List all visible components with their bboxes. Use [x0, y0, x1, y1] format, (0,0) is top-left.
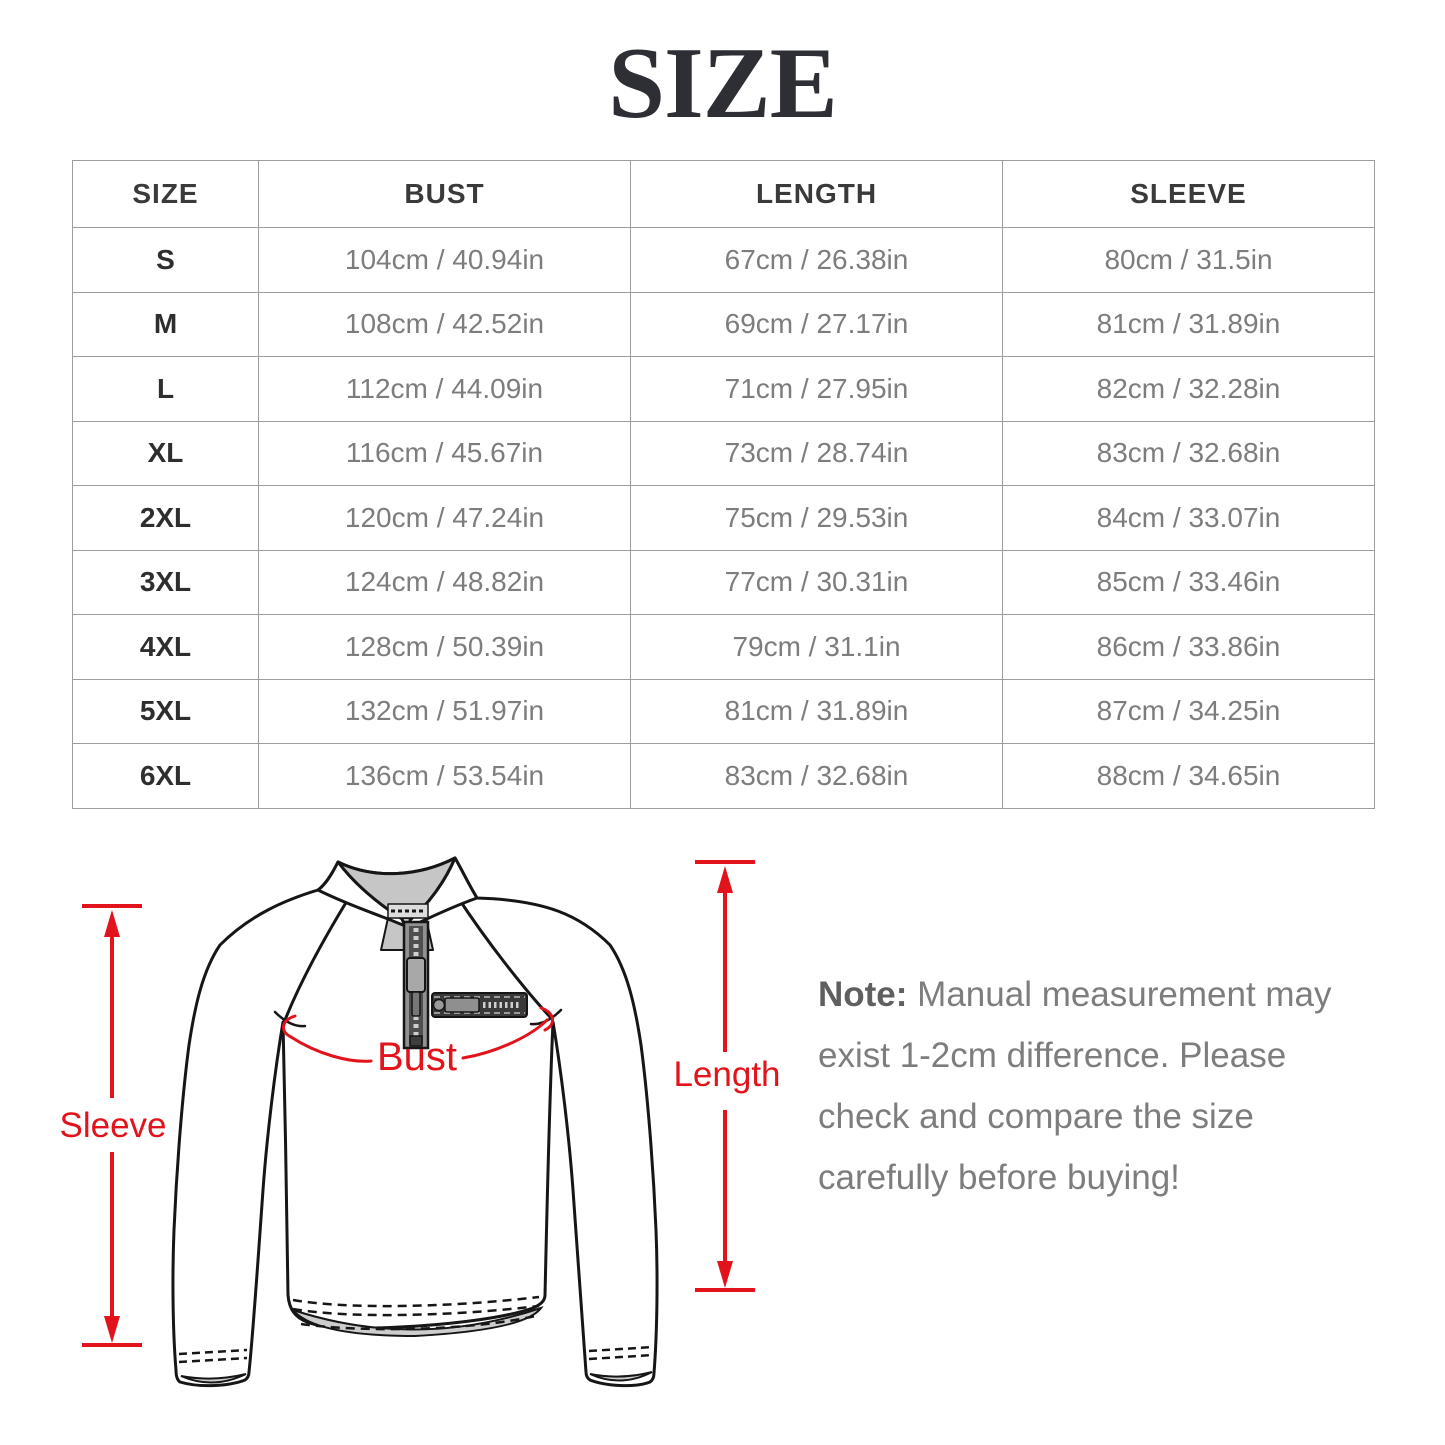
- size-table: SIZE BUST LENGTH SLEEVE S 104cm / 40.94in…: [72, 160, 1375, 809]
- note-line: Note: Manual measurement may: [818, 975, 1332, 1014]
- value-cell: 73cm / 28.74in: [630, 420, 1003, 486]
- value-cell: 77cm / 30.31in: [630, 549, 1003, 615]
- value-cell: 86cm / 33.86in: [1002, 614, 1375, 680]
- sleeve-label: Sleeve: [59, 1106, 167, 1145]
- length-label: Length: [673, 1055, 781, 1094]
- bust-measure-line: [282, 1006, 554, 1063]
- size-cell: S: [72, 227, 259, 293]
- value-cell: 83cm / 32.68in: [1002, 420, 1375, 486]
- length-arrow: [695, 860, 755, 1292]
- size-cell: XL: [72, 420, 259, 486]
- value-cell: 87cm / 34.25in: [1002, 678, 1375, 744]
- column-header-sleeve: SLEEVE: [1002, 160, 1375, 228]
- note-line: check and compare the size: [818, 1097, 1254, 1136]
- value-cell: 120cm / 47.24in: [258, 485, 631, 551]
- page-title: SIZE: [608, 27, 838, 140]
- size-cell: 4XL: [72, 614, 259, 680]
- value-cell: 108cm / 42.52in: [258, 291, 631, 357]
- value-cell: 132cm / 51.97in: [258, 678, 631, 744]
- table-row: 4XL 128cm / 50.39in 79cm / 31.1in 86cm / 33…: [72, 614, 1375, 680]
- column-header-length: LENGTH: [630, 160, 1003, 228]
- table-row: L 112cm / 44.09in 71cm / 27.95in 82cm / 32.…: [72, 356, 1375, 422]
- value-cell: 112cm / 44.09in: [258, 356, 631, 422]
- size-cell: 6XL: [72, 743, 259, 809]
- value-cell: 124cm / 48.82in: [258, 549, 631, 615]
- note-line: exist 1-2cm difference. Please: [818, 1036, 1287, 1075]
- chest-pocket: [431, 992, 528, 1018]
- table-row: XL 116cm / 45.67in 73cm / 28.74in 83cm / 32…: [72, 420, 1375, 486]
- size-cell: L: [72, 356, 259, 422]
- value-cell: 116cm / 45.67in: [258, 420, 631, 486]
- table-row: M 108cm / 42.52in 69cm / 27.17in 81cm / 31.…: [72, 291, 1375, 357]
- garment-diagram: [82, 856, 755, 1388]
- note-label: Note:: [818, 975, 908, 1014]
- value-cell: 79cm / 31.1in: [630, 614, 1003, 680]
- collar: [316, 856, 479, 951]
- table-row: S 104cm / 40.94in 67cm / 26.38in 80cm / 31.…: [72, 227, 1375, 293]
- value-cell: 136cm / 53.54in: [258, 743, 631, 809]
- sleeve-arrow: [82, 904, 142, 1347]
- value-cell: 104cm / 40.94in: [258, 227, 631, 293]
- table-row: 5XL 132cm / 51.97in 81cm / 31.89in 87cm / 3…: [72, 678, 1375, 744]
- value-cell: 75cm / 29.53in: [630, 485, 1003, 551]
- size-cell: 2XL: [72, 485, 259, 551]
- table-row: 6XL 136cm / 53.54in 83cm / 32.68in 88cm / 3…: [72, 743, 1375, 809]
- bust-label: Bust: [376, 1035, 458, 1079]
- table-row: 3XL 124cm / 48.82in 77cm / 30.31in 85cm / 3…: [72, 549, 1375, 615]
- size-table-body: S 104cm / 40.94in 67cm / 26.38in 80cm / 31.…: [72, 227, 1375, 809]
- column-header-bust: BUST: [258, 160, 631, 228]
- hem-stitching: [178, 1295, 654, 1384]
- value-cell: 81cm / 31.89in: [630, 678, 1003, 744]
- note-text: Note: Manual measurement may exist 1-2cm…: [818, 964, 1378, 1208]
- value-cell: 67cm / 26.38in: [630, 227, 1003, 293]
- size-cell: 3XL: [72, 549, 259, 615]
- note-line: carefully before buying!: [818, 1158, 1180, 1197]
- value-cell: 80cm / 31.5in: [1002, 227, 1375, 293]
- size-cell: M: [72, 291, 259, 357]
- value-cell: 83cm / 32.68in: [630, 743, 1003, 809]
- value-cell: 69cm / 27.17in: [630, 291, 1003, 357]
- value-cell: 88cm / 34.65in: [1002, 743, 1375, 809]
- value-cell: 81cm / 31.89in: [1002, 291, 1375, 357]
- value-cell: 82cm / 32.28in: [1002, 356, 1375, 422]
- value-cell: 84cm / 33.07in: [1002, 485, 1375, 551]
- value-cell: 85cm / 33.46in: [1002, 549, 1375, 615]
- column-header-size: SIZE: [72, 160, 259, 228]
- size-cell: 5XL: [72, 678, 259, 744]
- table-row: 2XL 120cm / 47.24in 75cm / 29.53in 84cm / 3…: [72, 485, 1375, 551]
- value-cell: 71cm / 27.95in: [630, 356, 1003, 422]
- value-cell: 128cm / 50.39in: [258, 614, 631, 680]
- garment-outline: [171, 856, 659, 1388]
- table-header-row: SIZE BUST LENGTH SLEEVE: [72, 160, 1375, 228]
- zipper: [402, 920, 430, 1050]
